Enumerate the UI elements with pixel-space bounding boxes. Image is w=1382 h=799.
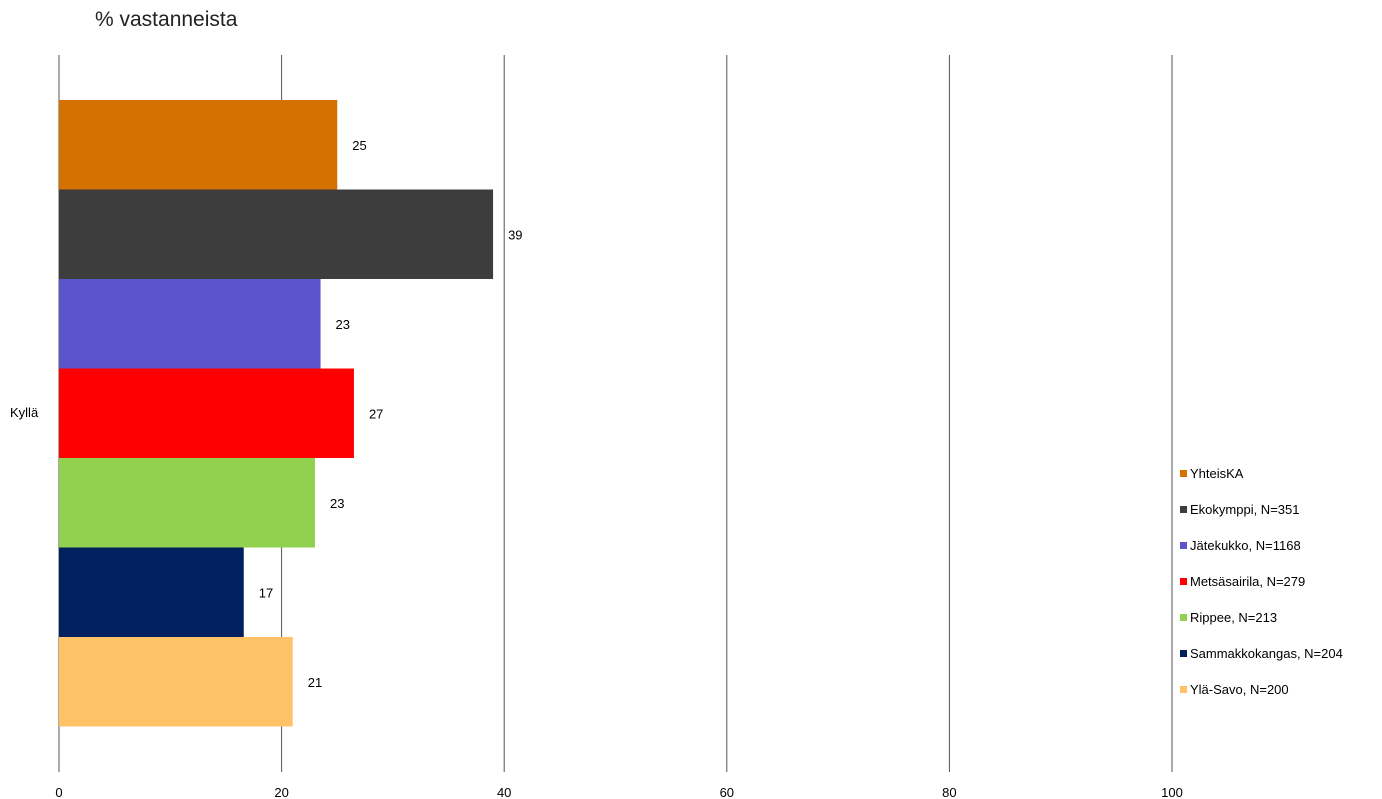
legend-item: Rippee, N=213 [1180,599,1380,635]
bar [59,279,321,369]
legend-swatch [1180,541,1187,549]
bar [59,458,315,548]
axis-title: % vastanneista [95,8,238,31]
category-label: Kyllä [10,405,39,420]
legend-swatch [1180,649,1187,657]
legend-label: Ekokymppi, N=351 [1190,501,1300,517]
data-label: 17 [259,585,273,600]
legend-label: Sammakkokangas, N=204 [1190,645,1343,661]
legend-swatch [1180,613,1187,621]
legend: YhteisKA Ekokymppi, N=351 Jätekukko, N=116… [1180,455,1380,707]
legend-label: Metsäsairila, N=279 [1190,573,1306,589]
legend-label: Rippee, N=213 [1190,609,1278,625]
data-label: 23 [330,496,344,511]
legend-item: YhteisKA [1180,455,1380,491]
x-tick-label: 40 [497,785,511,799]
legend-label: Ylä-Savo, N=200 [1190,681,1289,697]
bar [59,368,354,458]
legend-label: YhteisKA [1190,465,1244,481]
legend-item: Sammakkokangas, N=204 [1180,635,1380,671]
x-tick-label: 80 [942,785,956,799]
legend-item: Metsäsairila, N=279 [1180,563,1380,599]
legend-swatch [1180,685,1187,693]
data-label: 27 [369,406,383,421]
bar [59,100,338,190]
legend-swatch [1180,469,1187,477]
bar [59,547,244,637]
x-tick-label: 60 [720,785,734,799]
x-tick-label: 100 [1161,785,1183,799]
legend-label: Jätekukko, N=1168 [1190,537,1301,553]
data-label: 39 [508,227,522,242]
x-tick-label: 20 [274,785,288,799]
data-label: 23 [336,317,350,332]
legend-swatch [1180,577,1187,585]
bar [59,637,293,727]
data-label: 21 [308,675,322,690]
legend-item: Jätekukko, N=1168 [1180,527,1380,563]
legend-item: Ekokymppi, N=351 [1180,491,1380,527]
legend-swatch [1180,505,1187,513]
bar [59,189,494,279]
legend-item: Ylä-Savo, N=200 [1180,671,1380,707]
x-tick-label: 0 [55,785,62,799]
data-label: 25 [352,138,366,153]
